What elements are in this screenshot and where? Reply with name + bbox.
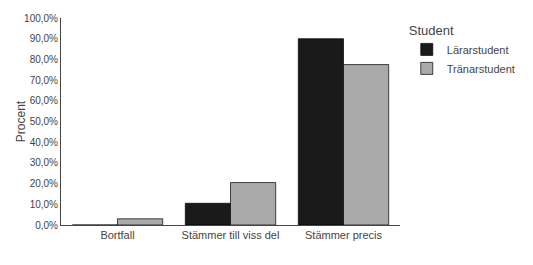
svg-text:100,0%: 100,0% — [24, 13, 58, 24]
svg-text:60,0%: 60,0% — [30, 95, 58, 106]
svg-text:70,0%: 70,0% — [30, 75, 58, 86]
svg-text:80,0%: 80,0% — [30, 54, 58, 65]
svg-text:Stämmer till viss del: Stämmer till viss del — [182, 229, 280, 241]
svg-text:30,0%: 30,0% — [30, 157, 58, 168]
svg-text:40,0%: 40,0% — [30, 137, 58, 148]
svg-text:90,0%: 90,0% — [30, 33, 58, 44]
svg-text:Procent: Procent — [14, 100, 28, 142]
svg-text:10,0%: 10,0% — [30, 199, 58, 210]
svg-text:Student: Student — [409, 23, 454, 38]
svg-text:50,0%: 50,0% — [30, 116, 58, 127]
svg-text:20,0%: 20,0% — [30, 178, 58, 189]
svg-text:Bortfall: Bortfall — [100, 229, 134, 241]
svg-text:Stämmer precis: Stämmer precis — [305, 229, 383, 241]
svg-text:Tränarstudent: Tränarstudent — [447, 63, 515, 75]
svg-text:Lärarstudent: Lärarstudent — [447, 44, 509, 56]
svg-text:0,0%: 0,0% — [35, 220, 58, 231]
